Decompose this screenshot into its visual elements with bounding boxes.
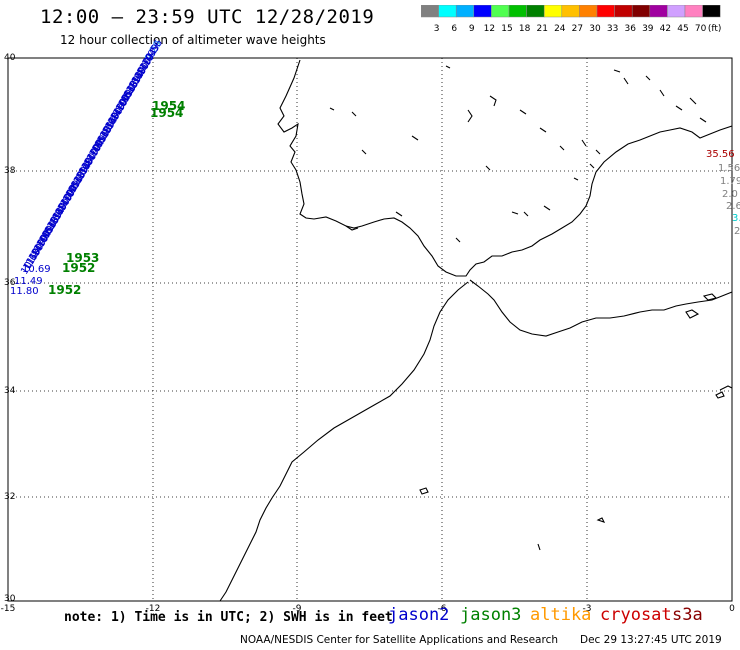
right-edge-value-label: 1.79 xyxy=(720,176,740,187)
lon-tick-label: -12 xyxy=(146,604,161,614)
legend-swatch xyxy=(702,5,721,18)
right-edge-labels: 35.56 1.56 1.79 2.02.63. 2 xyxy=(706,149,740,237)
legend-label: 18 xyxy=(519,24,531,34)
right-edge-value-label: 2.6 xyxy=(726,201,740,212)
lat-tick-label: 36 xyxy=(4,278,16,288)
coastline xyxy=(219,59,733,602)
lat-tick-label: 40 xyxy=(4,53,16,63)
pass-time-label: 1952 xyxy=(48,283,81,297)
satellite-legend-jason3: jason3 xyxy=(460,605,522,625)
track-value-label: 11.80 xyxy=(10,286,39,297)
legend-label: 3 xyxy=(434,24,440,34)
legend-label: 39 xyxy=(642,24,654,34)
wave-height-color-legend: 3 6 9 12 15 18 21 24 27 30 33 36 39 42 45 70 (ft) xyxy=(421,5,722,34)
satellite-legend-altika: altika xyxy=(530,605,592,625)
legend-label: 45 xyxy=(677,24,688,34)
satellite-legend-cryosat: cryosat xyxy=(600,605,672,625)
legend-label: 9 xyxy=(469,24,475,34)
graticule xyxy=(8,58,732,601)
right-edge-value-label: 2 xyxy=(734,226,740,237)
legend-label: 21 xyxy=(536,24,547,34)
lon-tick-label: -15 xyxy=(1,604,16,614)
right-edge-value-label: 35.56 xyxy=(706,149,735,160)
legend-unit: (ft) xyxy=(708,24,722,34)
lon-tick-label: -9 xyxy=(293,604,302,614)
lat-tick-label: 32 xyxy=(4,492,15,502)
legend-label: 30 xyxy=(589,24,601,34)
chart-title: 12:00 – 23:59 UTC 12/28/2019 xyxy=(40,6,375,28)
credit-line: NOAA/NESDIS Center for Satellite Applica… xyxy=(240,634,558,646)
legend-label: 70 xyxy=(695,24,707,34)
legend-label: 24 xyxy=(554,24,566,34)
legend-label: 6 xyxy=(451,24,457,34)
right-edge-value-label: 3. xyxy=(732,213,740,224)
pass-time-label: 1953 xyxy=(66,251,99,265)
legend-label: 33 xyxy=(607,24,618,34)
pass-time-label: 1952 xyxy=(62,261,95,275)
lon-tick-label: -6 xyxy=(438,604,447,614)
track-value-label: 11.49 xyxy=(14,276,43,287)
right-edge-value-label: 1.56 xyxy=(718,163,740,174)
legend-label: 36 xyxy=(624,24,636,34)
chart-subtitle: 12 hour collection of altimeter wave hei… xyxy=(60,33,326,47)
lon-tick-label: -3 xyxy=(583,604,592,614)
legend-label: 27 xyxy=(572,24,583,34)
satellite-legend-jason2: jason2 xyxy=(388,605,450,625)
legend-label: 12 xyxy=(484,24,495,34)
legend-label: 15 xyxy=(501,24,512,34)
lon-tick-label: 0 xyxy=(729,604,735,614)
map-frame xyxy=(7,57,733,602)
pass-time-label: 1954 xyxy=(150,106,183,120)
lat-tick-label: 30 xyxy=(4,594,16,604)
legend-label: 42 xyxy=(660,24,671,34)
latitude-tick-labels: 40 38 36 34 32 30 xyxy=(4,53,16,604)
generation-timestamp: Dec 29 13:27:45 UTC 2019 xyxy=(580,634,722,646)
lat-tick-label: 38 xyxy=(4,166,16,176)
satellite-legend-s3a: s3a xyxy=(672,605,703,625)
lat-tick-label: 34 xyxy=(4,386,16,396)
footer-note: note: 1) Time is in UTC; 2) SWH is in fe… xyxy=(64,610,393,625)
right-edge-value-label: 2.0 xyxy=(722,189,738,200)
longitude-tick-labels: -15 -12 -9 -6 -3 0 xyxy=(1,604,735,614)
track-value-label: 10.69 xyxy=(22,264,51,275)
pass-time-label: 1954 xyxy=(152,99,185,113)
